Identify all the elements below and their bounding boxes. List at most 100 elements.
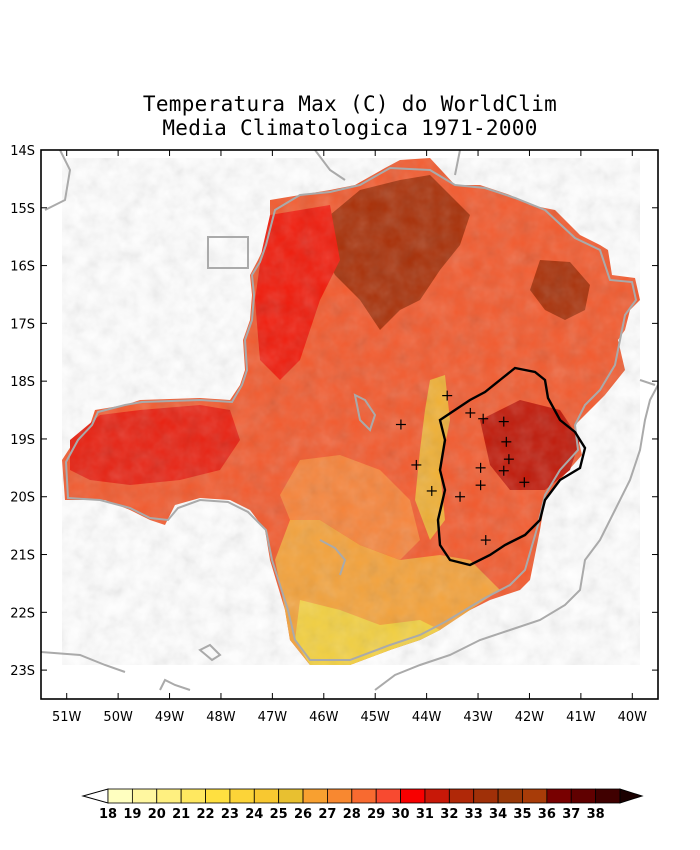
station-marker xyxy=(411,459,422,470)
colorbar-label: 24 xyxy=(245,807,263,822)
colorbar-label: 36 xyxy=(538,807,556,822)
temperature-field xyxy=(62,158,640,665)
colorbar-box xyxy=(546,788,572,804)
station-markers xyxy=(395,390,530,546)
lon-tick-label: 43W xyxy=(463,710,493,725)
colorbar-label: 30 xyxy=(392,807,410,822)
colorbar-label: 31 xyxy=(416,807,434,822)
colorbar-box xyxy=(595,788,621,804)
lat-tick-label: 15S xyxy=(10,202,35,217)
colorbar-over-arrow xyxy=(619,788,644,804)
border-south-lower xyxy=(159,678,191,691)
colorbar-label: 38 xyxy=(587,807,605,822)
colorbar-box xyxy=(400,788,426,804)
map-area xyxy=(41,150,658,691)
lon-tick-label: 48W xyxy=(206,710,236,725)
station-marker xyxy=(395,419,406,430)
lat-tick-label: 16S xyxy=(10,260,35,275)
lake-west xyxy=(198,643,222,662)
lon-tick-label: 49W xyxy=(155,710,185,725)
reservoir xyxy=(353,393,377,432)
lon-tick-label: 44W xyxy=(412,710,442,725)
colorbar-under-arrow xyxy=(81,788,109,804)
lat-tick-label: 21S xyxy=(10,549,35,564)
lat-tick-label: 14S xyxy=(10,144,35,159)
colorbar-box xyxy=(229,788,255,804)
colorbar-label: 26 xyxy=(294,807,312,822)
coastline-east xyxy=(639,379,656,386)
colorbar-box xyxy=(253,788,280,804)
colorbar-box xyxy=(180,788,206,804)
colorbar-label: 35 xyxy=(513,807,531,822)
colorbar-box xyxy=(302,788,328,804)
lon-tick-label: 41W xyxy=(566,710,596,725)
field-texture xyxy=(62,158,640,665)
station-marker xyxy=(455,491,466,502)
station-marker xyxy=(426,485,437,496)
station-marker xyxy=(475,462,486,473)
political-boundaries xyxy=(41,150,658,691)
federal-district xyxy=(207,236,249,269)
colorbar-box xyxy=(570,788,597,804)
colorbar-box xyxy=(205,788,231,804)
lon-tick-label: 42W xyxy=(515,710,545,725)
colorbar-label: 33 xyxy=(465,807,483,822)
map-title-line2: Media Climatologica 1971-2000 xyxy=(162,116,538,140)
station-marker xyxy=(465,407,476,418)
longitude-ticks: 51W 50W 49W 48W 47W 46W 45W 44W 43W 42W 41W 40W xyxy=(52,150,647,725)
lake-south xyxy=(319,539,347,576)
coastline-south xyxy=(374,384,658,691)
colorbar-box xyxy=(473,788,499,804)
colorbar-box xyxy=(131,788,158,804)
lat-tick-label: 23S xyxy=(10,664,35,679)
colorbar-box xyxy=(278,788,304,804)
lon-tick-label: 40W xyxy=(618,710,648,725)
lon-tick-label: 50W xyxy=(103,710,133,725)
station-marker xyxy=(475,480,486,491)
colorbar-label: 34 xyxy=(489,807,507,822)
map-frame xyxy=(40,149,659,700)
latitude-ticks: 14S 15S 16S 17S 18S 19S 20S 21S 22S 23S xyxy=(10,144,658,679)
lat-tick-label: 20S xyxy=(10,491,35,506)
lat-tick-label: 19S xyxy=(10,433,35,448)
station-marker xyxy=(478,413,489,424)
colorbar-box xyxy=(327,788,353,804)
colorbar-label: 23 xyxy=(221,807,239,822)
lat-tick-label: 18S xyxy=(10,375,35,390)
colorbar-box xyxy=(522,788,548,804)
colorbar-box xyxy=(448,788,475,804)
colorbar: 18 19 20 21 22 23 24 25 26 27 28 29 30 31 32 33 34 35 36 37… xyxy=(81,788,644,822)
map-title-line1: Temperatura Max (C) do WorldClim xyxy=(142,92,558,116)
station-marker xyxy=(442,390,453,401)
station-marker xyxy=(519,477,530,488)
lat-tick-label: 22S xyxy=(10,606,35,621)
lon-tick-label: 46W xyxy=(309,710,339,725)
colorbar-box xyxy=(424,788,450,804)
colorbar-label: 28 xyxy=(343,807,361,822)
colorbar-label: 37 xyxy=(562,807,580,822)
colorbar-box xyxy=(156,788,182,804)
colorbar-label: 32 xyxy=(440,807,458,822)
station-marker xyxy=(480,535,491,546)
colorbar-label: 29 xyxy=(367,807,385,822)
border-northeast xyxy=(454,150,461,176)
colorbar-label: 19 xyxy=(123,807,141,822)
border-northwest xyxy=(44,150,72,211)
colorbar-label: 18 xyxy=(99,807,117,822)
colorbar-box xyxy=(351,788,377,804)
station-marker xyxy=(498,465,509,476)
border-southwest xyxy=(41,651,126,673)
lon-tick-label: 47W xyxy=(258,710,288,725)
state-boundary xyxy=(64,166,638,661)
station-marker xyxy=(501,436,512,447)
station-marker xyxy=(503,454,514,465)
lon-tick-label: 45W xyxy=(361,710,391,725)
station-marker xyxy=(498,416,509,427)
colorbar-label: 27 xyxy=(318,807,336,822)
colorbar-label: 22 xyxy=(196,807,214,822)
colorbar-box xyxy=(497,788,523,804)
river-basin-outline xyxy=(436,366,587,567)
colorbar-label: 25 xyxy=(270,807,288,822)
border-north xyxy=(314,150,346,181)
